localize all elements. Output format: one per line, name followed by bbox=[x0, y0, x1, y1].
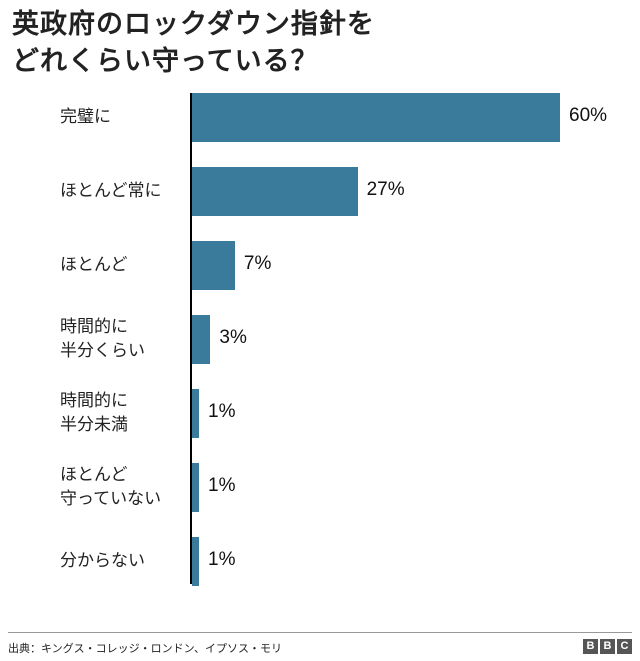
bar-row: 完璧に 60% bbox=[0, 93, 640, 142]
bar bbox=[192, 389, 199, 438]
category-label: 時間的に 半分くらい bbox=[60, 317, 145, 361]
category-label: ほとんど 守っていない bbox=[60, 465, 162, 509]
y-axis-line bbox=[190, 93, 192, 584]
bbc-logo-b2: B bbox=[600, 639, 615, 654]
value-label: 7% bbox=[243, 253, 272, 274]
bar-row: 時間的に 半分未満 1% bbox=[0, 389, 640, 438]
bbc-logo-b1: B bbox=[583, 639, 598, 654]
value-label: 1% bbox=[208, 401, 236, 422]
bar-row: 分からない 1% bbox=[0, 537, 640, 586]
bar bbox=[192, 463, 199, 512]
bar-row: 時間的に 半分くらい 3% bbox=[0, 315, 640, 364]
category-label: 分からない bbox=[60, 551, 145, 571]
title-line-2: どれくらい守っている？ bbox=[12, 46, 319, 77]
value-label: 1% bbox=[208, 475, 236, 496]
value-label: 27% bbox=[366, 179, 405, 200]
bar-row: ほとんど 7% bbox=[0, 241, 640, 290]
source-text: 出典：キングス・コレッジ・ロンドン、イプソス・モリ bbox=[8, 642, 283, 655]
category-label: ほとんど bbox=[60, 255, 128, 275]
chart-title: 英政府のロックダウン指針を どれくらい守っている？ bbox=[12, 6, 375, 80]
title-line-1: 英政府のロックダウン指針を bbox=[12, 9, 375, 40]
category-label: 時間的に 半分未満 bbox=[60, 391, 128, 435]
bbc-logo-c: C bbox=[617, 639, 632, 654]
bar-row: ほとんど常に 27% bbox=[0, 167, 640, 216]
value-label: 1% bbox=[208, 549, 236, 570]
bar bbox=[192, 93, 560, 142]
bar-row: ほとんど 守っていない 1% bbox=[0, 463, 640, 512]
category-label: 完璧に bbox=[60, 107, 111, 127]
footer-divider bbox=[8, 632, 632, 633]
bbc-logo: B B C bbox=[583, 639, 632, 654]
category-label: ほとんど常に bbox=[60, 181, 162, 201]
bar bbox=[192, 537, 199, 586]
bar bbox=[192, 315, 211, 364]
bar bbox=[192, 241, 235, 290]
bar bbox=[192, 167, 358, 216]
value-label: 60% bbox=[569, 105, 608, 126]
value-label: 3% bbox=[219, 327, 247, 348]
